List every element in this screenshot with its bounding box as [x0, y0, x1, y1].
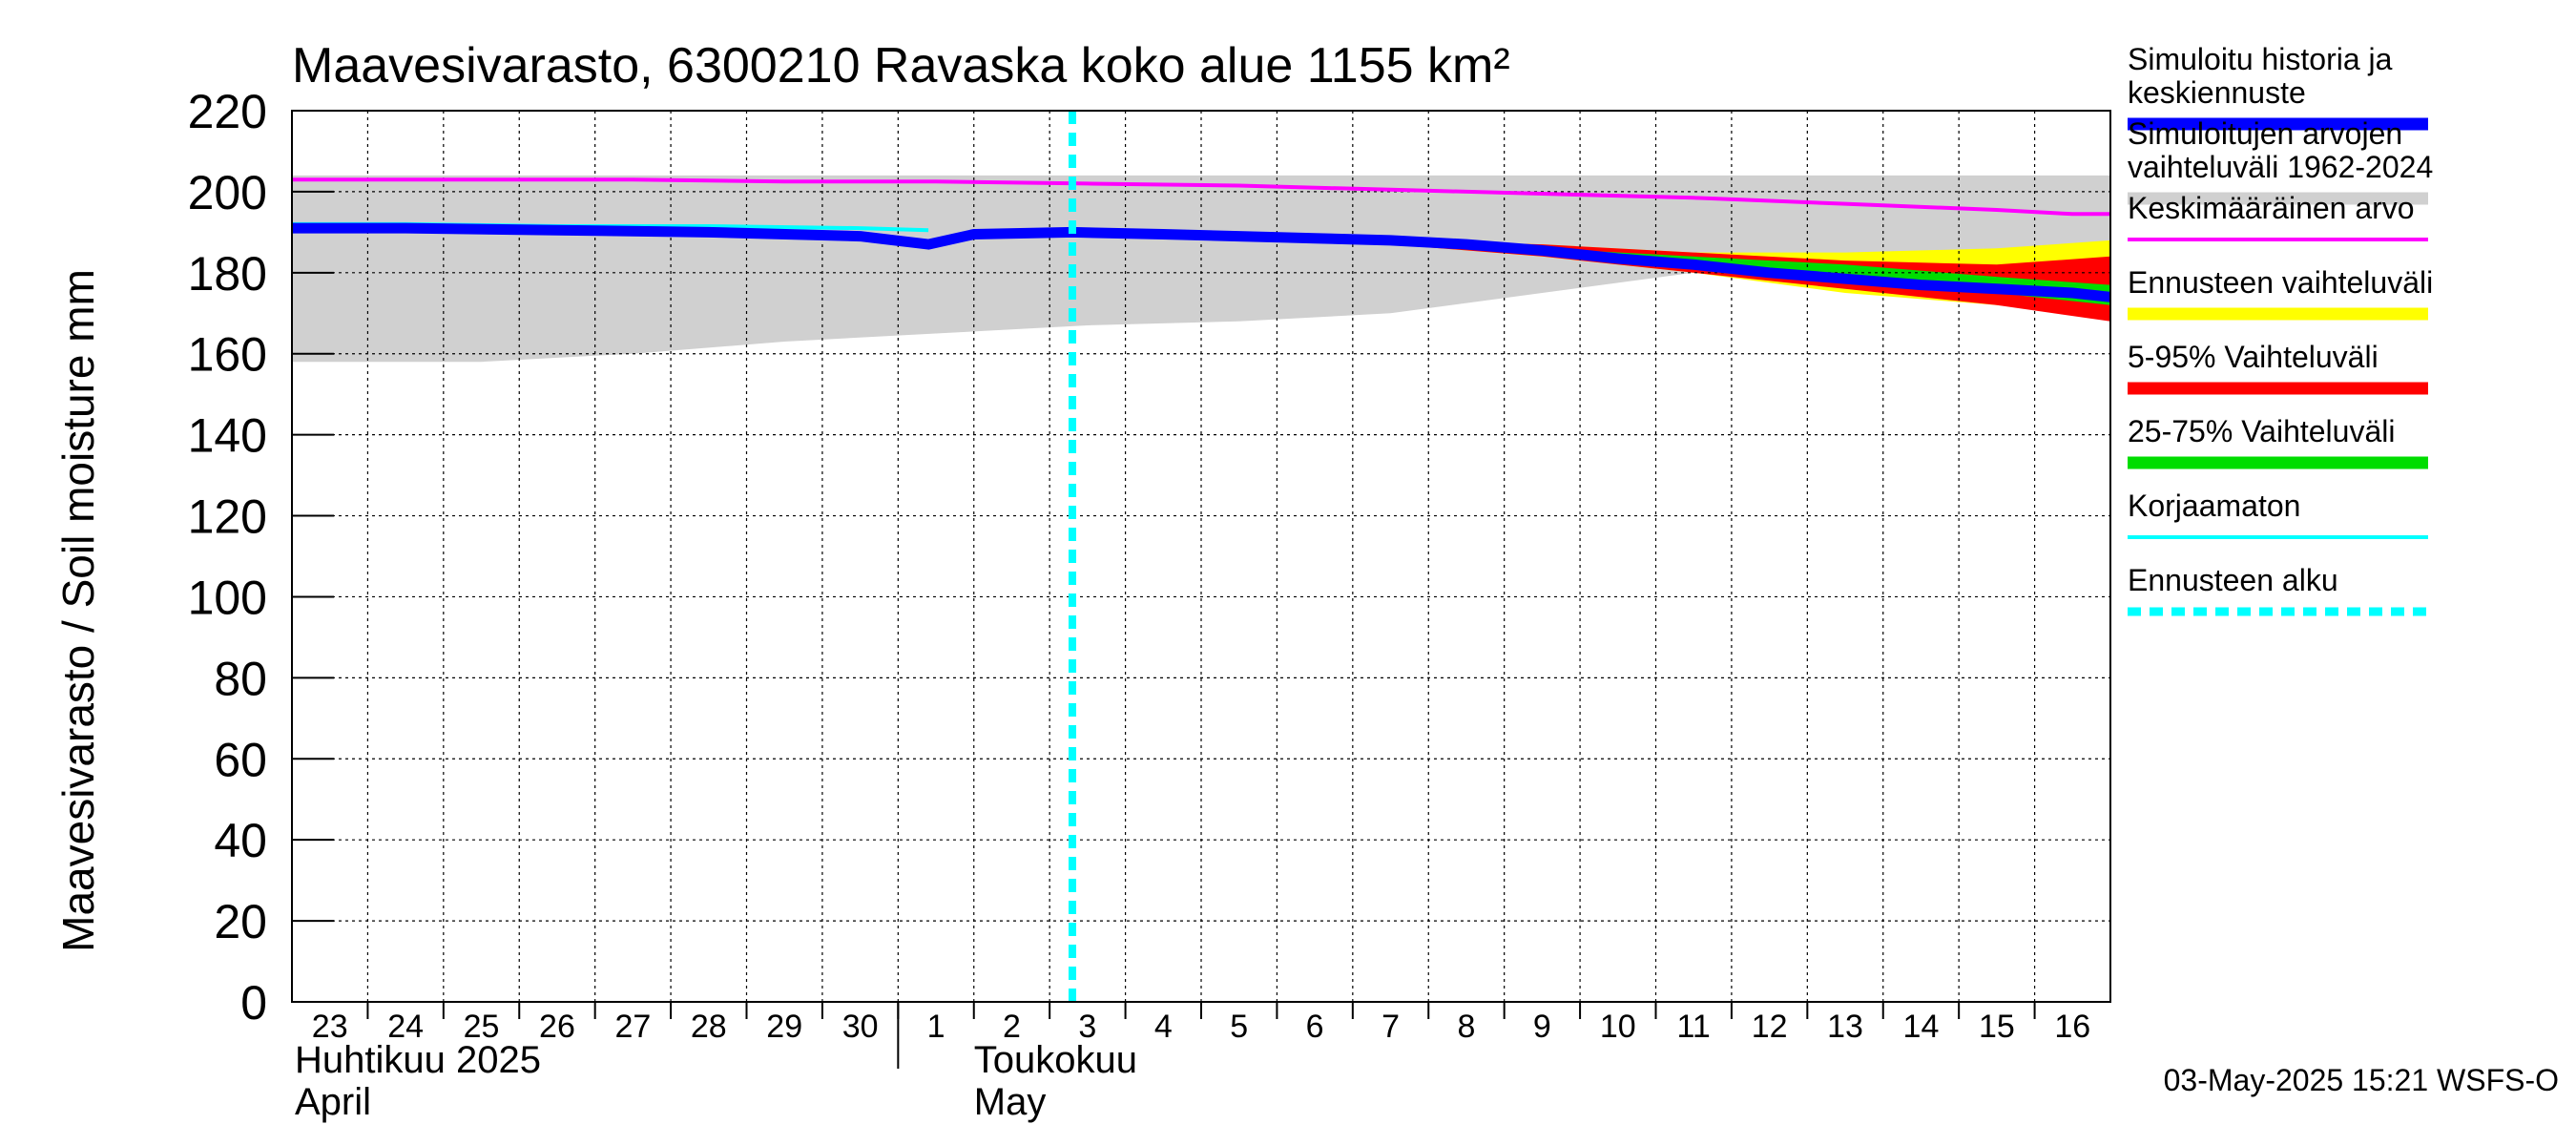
- legend-label-6: Korjaamaton: [2128, 489, 2300, 523]
- legend-label-4: 5-95% Vaihteluväli: [2128, 340, 2379, 374]
- y-tick-label-8: 160: [188, 328, 267, 382]
- x-tick-label-10: 3: [1078, 1009, 1096, 1045]
- y-tick-label-9: 180: [188, 247, 267, 301]
- y-tick-label-4: 80: [214, 652, 267, 705]
- x-tick-label-16: 9: [1533, 1009, 1551, 1045]
- x-tick-label-7: 30: [842, 1009, 879, 1045]
- x-tick-label-21: 14: [1903, 1009, 1940, 1045]
- legend-label-2: Keskimääräinen arvo: [2128, 191, 2415, 225]
- legend-label-1: Simuloitujen arvojen: [2128, 116, 2402, 151]
- y-axis-label: Maavesivarasto / Soil moisture mm: [53, 269, 103, 952]
- y-tick-label-10: 200: [188, 166, 267, 219]
- x-tick-label-3: 26: [539, 1009, 575, 1045]
- x-tick-label-11: 4: [1154, 1009, 1173, 1045]
- x-tick-label-22: 15: [1979, 1009, 2015, 1045]
- legend-label-5: 25-75% Vaihteluväli: [2128, 414, 2395, 448]
- x-tick-label-5: 28: [691, 1009, 727, 1045]
- x-tick-label-1: 24: [387, 1009, 424, 1045]
- y-tick-label-3: 60: [214, 733, 267, 786]
- series-band-1: [1072, 232, 2110, 318]
- month-label-en-0: April: [295, 1081, 371, 1123]
- x-tick-label-17: 10: [1600, 1009, 1636, 1045]
- x-tick-label-23: 16: [2054, 1009, 2090, 1045]
- x-tick-label-4: 27: [614, 1009, 651, 1045]
- legend-label-2-0: keskiennuste: [2128, 75, 2306, 110]
- month-label-0: Huhtikuu 2025: [295, 1039, 541, 1081]
- x-tick-label-9: 2: [1003, 1009, 1021, 1045]
- y-tick-label-7: 140: [188, 409, 267, 463]
- x-tick-label-0: 23: [312, 1009, 348, 1045]
- y-tick-label-2: 40: [214, 814, 267, 867]
- series-band-0: [292, 175, 2110, 363]
- x-tick-label-20: 13: [1827, 1009, 1863, 1045]
- y-tick-label-11: 220: [188, 85, 267, 138]
- y-tick-label-1: 20: [214, 895, 267, 948]
- y-tick-label-6: 120: [188, 490, 267, 544]
- x-tick-label-8: 1: [927, 1009, 945, 1045]
- x-tick-label-6: 29: [766, 1009, 802, 1045]
- x-tick-label-15: 8: [1457, 1009, 1475, 1045]
- legend-label-7: Ennusteen alku: [2128, 563, 2338, 597]
- legend-label-3: Ennusteen vaihteluväli: [2128, 265, 2433, 300]
- y-tick-label-5: 100: [188, 571, 267, 624]
- x-tick-label-14: 7: [1381, 1009, 1400, 1045]
- y-tick-label-0: 0: [240, 976, 267, 1030]
- x-tick-label-19: 12: [1752, 1009, 1788, 1045]
- series-line-6: [292, 222, 2111, 302]
- x-tick-label-12: 5: [1230, 1009, 1248, 1045]
- chart-title: Maavesivarasto, 6300210 Ravaska koko alu…: [292, 38, 1510, 94]
- month-label-en-1: May: [974, 1081, 1047, 1123]
- legend-label-2-1: vaihteluväli 1962-2024: [2128, 150, 2433, 184]
- x-tick-label-2: 25: [464, 1009, 500, 1045]
- month-label-1: Toukokuu: [974, 1039, 1137, 1081]
- legend-label-0: Simuloitu historia ja: [2128, 42, 2393, 76]
- x-tick-label-18: 11: [1677, 1009, 1711, 1045]
- x-tick-label-13: 6: [1306, 1009, 1324, 1045]
- series-line-4: [292, 177, 2110, 217]
- footer-timestamp: 03-May-2025 15:21 WSFS-O: [2164, 1063, 2559, 1097]
